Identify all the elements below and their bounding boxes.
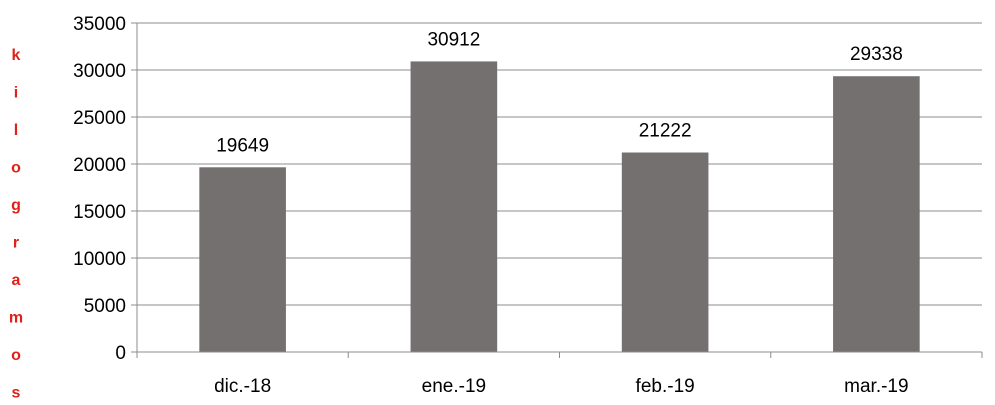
y-tick-label: 20000 xyxy=(73,155,126,176)
x-tick-label: dic.-18 xyxy=(214,376,271,397)
y-tick-label: 10000 xyxy=(73,249,126,270)
y-tick-label: 30000 xyxy=(73,61,126,82)
bar xyxy=(833,76,920,352)
data-label: 19649 xyxy=(216,135,269,156)
data-label: 30912 xyxy=(427,29,480,50)
x-tick-label: mar.-19 xyxy=(844,376,908,397)
y-tick-label: 15000 xyxy=(73,202,126,223)
data-label: 21222 xyxy=(639,121,692,142)
x-tick-label: feb.-19 xyxy=(636,376,695,397)
bar xyxy=(199,167,286,352)
bar xyxy=(621,152,709,352)
y-tick-label: 25000 xyxy=(73,108,126,129)
data-labels: 19649 30912 21222 29338 xyxy=(216,29,903,156)
data-label: 29338 xyxy=(850,44,903,65)
bar xyxy=(410,61,498,353)
x-tick-label: ene.-19 xyxy=(422,376,486,397)
y-tick-label: 5000 xyxy=(84,296,126,317)
y-axis-ticks: 0 5000 10000 15000 20000 25000 30000 35000 xyxy=(73,14,137,364)
x-axis xyxy=(136,23,983,358)
y-tick-label: 0 xyxy=(115,343,126,364)
x-axis-tick-labels: dic.-18 ene.-19 feb.-19 mar.-19 xyxy=(214,376,908,397)
y-tick-label: 35000 xyxy=(73,14,126,35)
bars xyxy=(199,61,920,353)
